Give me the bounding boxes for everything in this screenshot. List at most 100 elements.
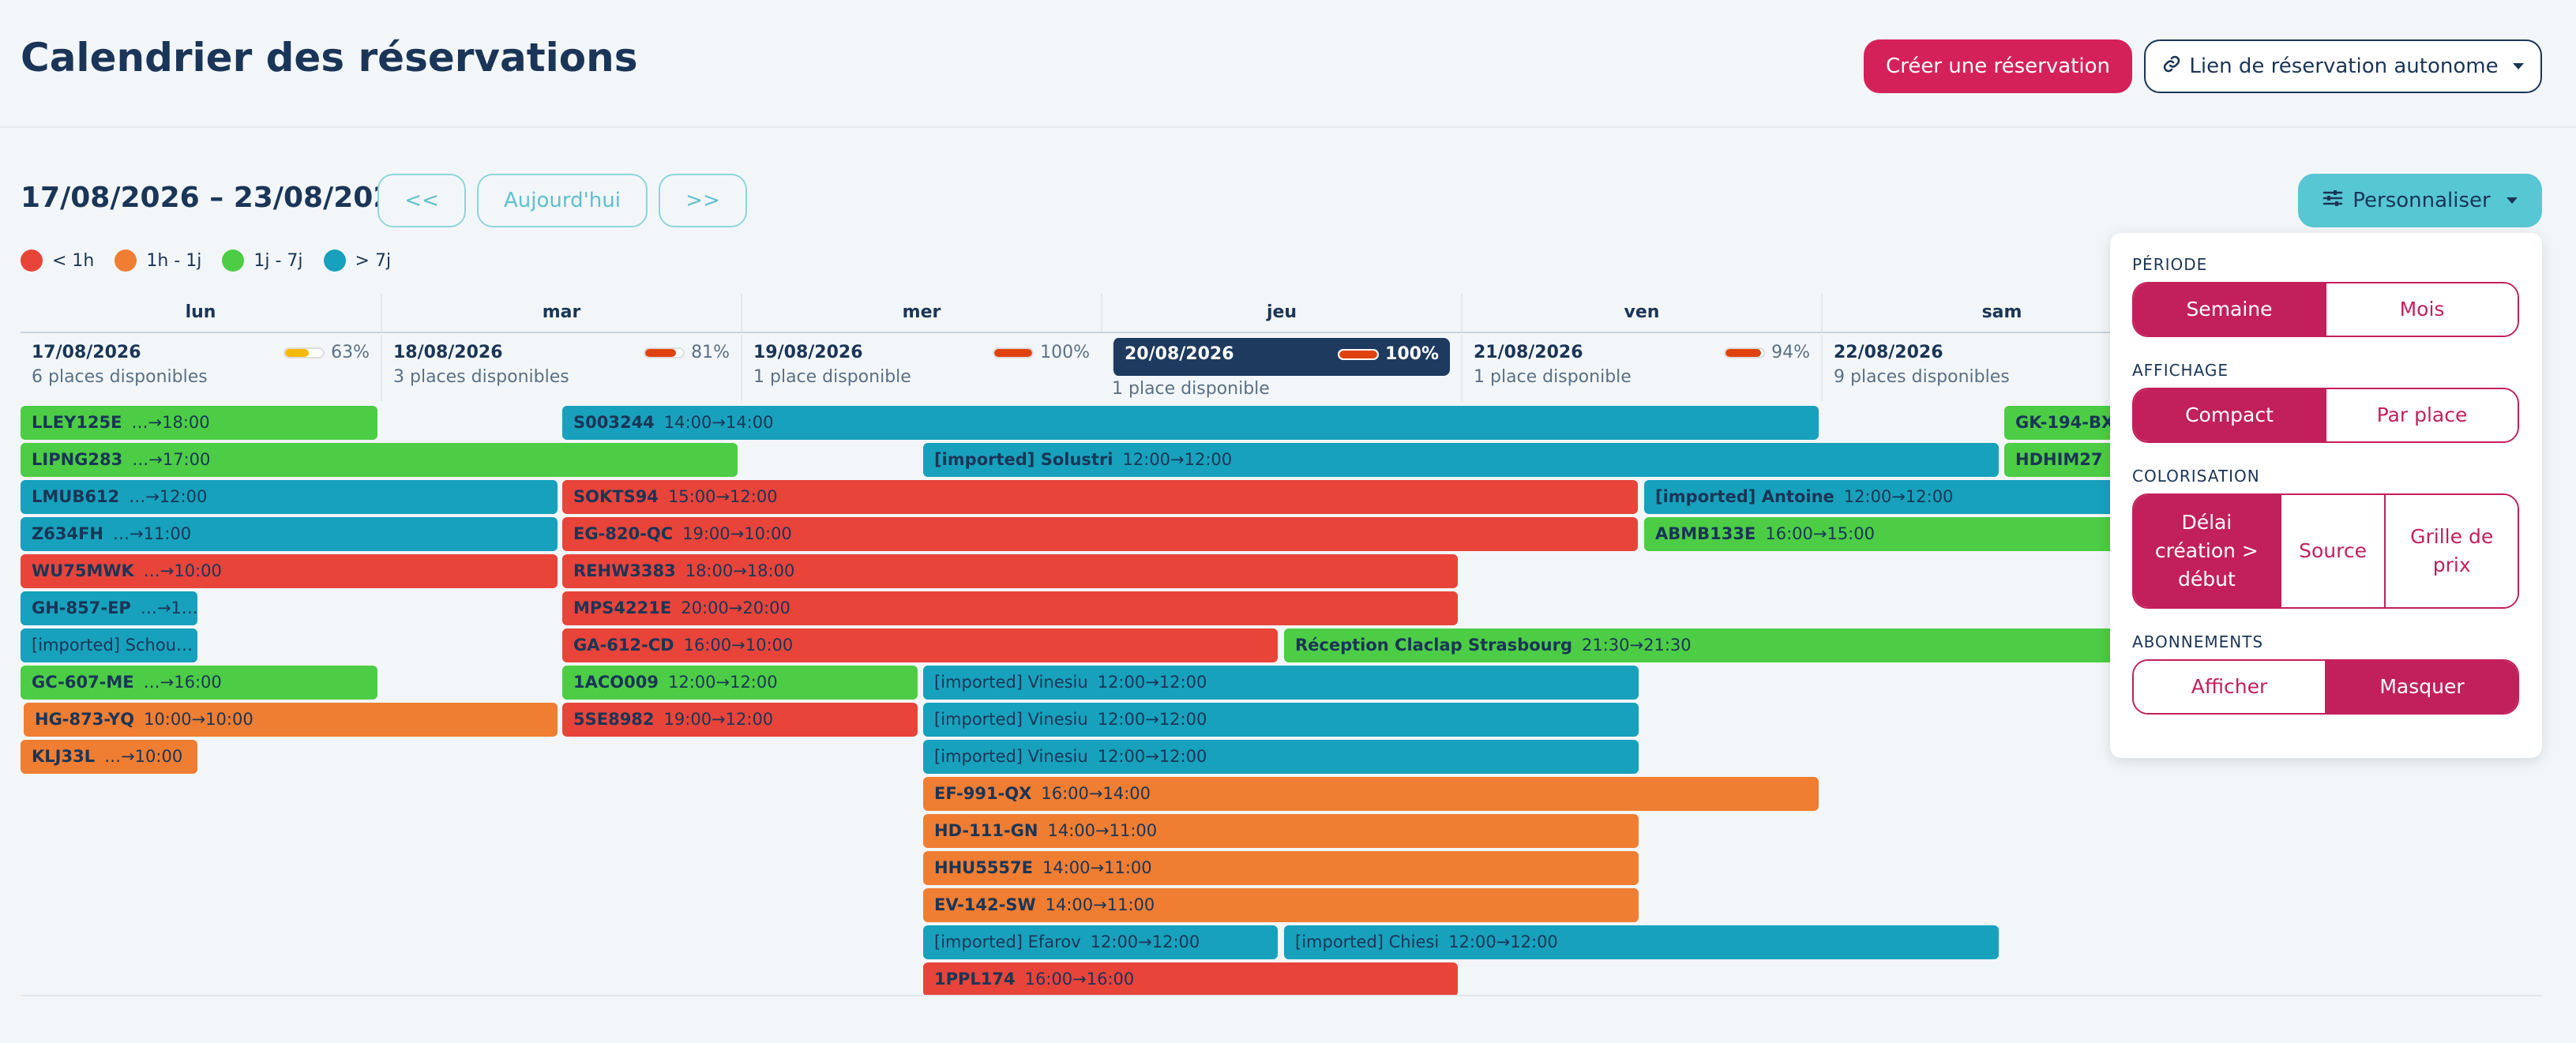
today-button[interactable]: Aujourd'hui bbox=[477, 174, 648, 227]
booking[interactable]: 1ACO009 12:00→12:00 bbox=[562, 666, 918, 700]
display-title: AFFICHAGE bbox=[2132, 361, 2229, 380]
color-source-option[interactable]: Source bbox=[2279, 495, 2385, 607]
booking-time: 16:00→14:00 bbox=[1041, 784, 1151, 803]
day-date: 17/08/2026 bbox=[32, 343, 141, 362]
occupancy-bar bbox=[993, 347, 1035, 358]
booking[interactable]: GC-607-ME …→16:00 bbox=[21, 666, 377, 700]
booking-label: [imported] Vinesiu bbox=[934, 710, 1088, 729]
period-toggle: Semaine Mois bbox=[2132, 282, 2519, 337]
booking[interactable]: [imported] Vinesiu 12:00→12:00 bbox=[923, 740, 1639, 774]
color-title: COLORISATION bbox=[2132, 467, 2260, 486]
day-header-ven: ven bbox=[1461, 294, 1821, 332]
booking[interactable]: [imported] Solustri 12:00→12:00 bbox=[923, 443, 1999, 477]
booking-label: Z634FH bbox=[32, 524, 103, 543]
color-delay-option[interactable]: Délai création > début bbox=[2134, 495, 2280, 607]
day-places: 9 places disponibles bbox=[1834, 367, 2010, 387]
booking[interactable]: LLEY125E …→18:00 bbox=[21, 406, 377, 440]
occupancy-bar bbox=[284, 347, 325, 358]
booking[interactable]: LMUB612 …→12:00 bbox=[21, 480, 558, 514]
create-booking-button[interactable]: Créer une réservation bbox=[1864, 39, 2132, 93]
booking-label: LMUB612 bbox=[32, 487, 120, 506]
booking-label: GH-857-EP bbox=[32, 598, 131, 617]
booking-label: LLEY125E bbox=[32, 413, 122, 432]
booking-time: 12:00→12:00 bbox=[1097, 673, 1207, 692]
booking-label: WU75MWK bbox=[32, 561, 134, 580]
display-compact-option[interactable]: Compact bbox=[2134, 389, 2325, 441]
period-month-option[interactable]: Mois bbox=[2325, 283, 2518, 336]
booking-time: 18:00→18:00 bbox=[685, 561, 795, 580]
booking-label: [imported] Schou… bbox=[32, 636, 193, 655]
booking[interactable]: HD-111-GN 14:00→11:00 bbox=[923, 814, 1639, 848]
booking-label: 5SE8982 bbox=[573, 710, 655, 729]
booking[interactable]: GA-612-CD 16:00→10:00 bbox=[562, 628, 1278, 662]
legend-dot-green bbox=[222, 249, 245, 272]
booking[interactable]: Z634FH …→11:00 bbox=[21, 517, 558, 551]
occupancy-pct: 81% bbox=[691, 343, 730, 362]
day-stats: 19/08/2026 1 place disponible 100% bbox=[741, 335, 1101, 401]
customize-button[interactable]: Personnaliser bbox=[2298, 174, 2542, 227]
day-stats: 21/08/2026 1 place disponible 94% bbox=[1461, 335, 1821, 401]
occupancy: 100% bbox=[1338, 344, 1439, 364]
booking[interactable]: [imported] Vinesiu 12:00→12:00 bbox=[923, 666, 1639, 700]
occupancy-pct: 94% bbox=[1771, 343, 1810, 362]
day-places: 6 places disponibles bbox=[32, 367, 208, 387]
page-title: Calendrier des réservations bbox=[21, 35, 638, 81]
booking[interactable]: HG-873-YQ 10:00→10:00 bbox=[24, 703, 558, 737]
occupancy-fill bbox=[1339, 350, 1378, 358]
booking-label: MPS4221E bbox=[573, 598, 672, 617]
booking[interactable]: HHU5557E 14:00→11:00 bbox=[923, 851, 1639, 885]
booking-time: …→1… bbox=[140, 598, 197, 617]
booking[interactable]: S003244 14:00→14:00 bbox=[562, 406, 1819, 440]
booking[interactable]: LIPNG283 …→17:00 bbox=[21, 443, 738, 477]
booking[interactable]: WU75MWK …→10:00 bbox=[21, 554, 558, 588]
booking-label: EF-991-QX bbox=[934, 784, 1032, 803]
booking-time: 10:00→10:00 bbox=[144, 710, 253, 729]
day-stats-today[interactable]: 20/08/2026 100% bbox=[1112, 338, 1450, 376]
color-price-option[interactable]: Grille de prix bbox=[2384, 495, 2518, 607]
legend-dot-red bbox=[21, 249, 43, 272]
booking[interactable]: EF-991-QX 16:00→14:00 bbox=[923, 777, 1819, 811]
display-by-place-option[interactable]: Par place bbox=[2325, 389, 2518, 441]
date-range: 17/08/2026 – 23/08/2026 bbox=[21, 182, 413, 214]
legend-item: > 7j bbox=[323, 249, 391, 272]
booking[interactable]: REHW3383 18:00→18:00 bbox=[562, 554, 1458, 588]
previous-week-button[interactable]: << bbox=[377, 174, 466, 227]
booking[interactable]: [imported] Chiesi 12:00→12:00 bbox=[1284, 925, 1999, 959]
chevron-down-icon bbox=[2512, 63, 2524, 69]
next-week-button[interactable]: >> bbox=[659, 174, 747, 227]
booking[interactable]: GH-857-EP …→1… bbox=[21, 591, 197, 625]
booking-time: 19:00→10:00 bbox=[682, 524, 792, 543]
booking-label: LIPNG283 bbox=[32, 450, 123, 469]
legend: < 1h 1h - 1j 1j - 7j > 7j bbox=[21, 249, 402, 272]
subscriptions-hide-option[interactable]: Masquer bbox=[2325, 661, 2518, 713]
booking[interactable]: [imported] Schou… bbox=[21, 628, 197, 662]
top-bar bbox=[0, 0, 2576, 128]
booking-time: …→11:00 bbox=[112, 524, 192, 543]
sliders-icon bbox=[2323, 189, 2343, 213]
booking[interactable]: [imported] Efarov 12:00→12:00 bbox=[923, 925, 1278, 959]
standalone-link-button[interactable]: Lien de réservation autonome bbox=[2144, 39, 2542, 93]
booking-time: 20:00→20:00 bbox=[681, 598, 790, 617]
booking[interactable]: 5SE8982 19:00→12:00 bbox=[562, 703, 918, 737]
booking[interactable]: EV-142-SW 14:00→11:00 bbox=[923, 888, 1639, 922]
booking-time: 14:00→11:00 bbox=[1045, 895, 1155, 914]
booking-time: …→10:00 bbox=[143, 561, 222, 580]
booking-time: 14:00→14:00 bbox=[663, 413, 774, 432]
booking[interactable]: SOKTS94 15:00→12:00 bbox=[562, 480, 1638, 514]
day-date: 21/08/2026 bbox=[1474, 343, 1583, 362]
occupancy-bar bbox=[1724, 347, 1766, 358]
booking[interactable]: EG-820-QC 19:00→10:00 bbox=[562, 517, 1638, 551]
booking-label: 1PPL174 bbox=[934, 970, 1016, 989]
period-week-option[interactable]: Semaine bbox=[2134, 283, 2325, 336]
booking-label: HD-111-GN bbox=[934, 821, 1038, 840]
booking-time: 15:00→12:00 bbox=[667, 487, 778, 506]
booking[interactable]: 1PPL174 16:00→16:00 bbox=[923, 962, 1458, 996]
booking[interactable]: MPS4221E 20:00→20:00 bbox=[562, 591, 1458, 625]
subscriptions-show-option[interactable]: Afficher bbox=[2134, 661, 2325, 713]
booking[interactable]: KLJ33L …→10:00 bbox=[21, 740, 197, 774]
booking-label: GK-194-BX bbox=[2015, 413, 2115, 432]
day-places: 1 place disponible bbox=[1112, 379, 1270, 399]
standalone-link-label: Lien de réservation autonome bbox=[2189, 54, 2499, 78]
booking[interactable]: [imported] Vinesiu 12:00→12:00 bbox=[923, 703, 1639, 737]
customize-label: Personnaliser bbox=[2353, 189, 2491, 212]
